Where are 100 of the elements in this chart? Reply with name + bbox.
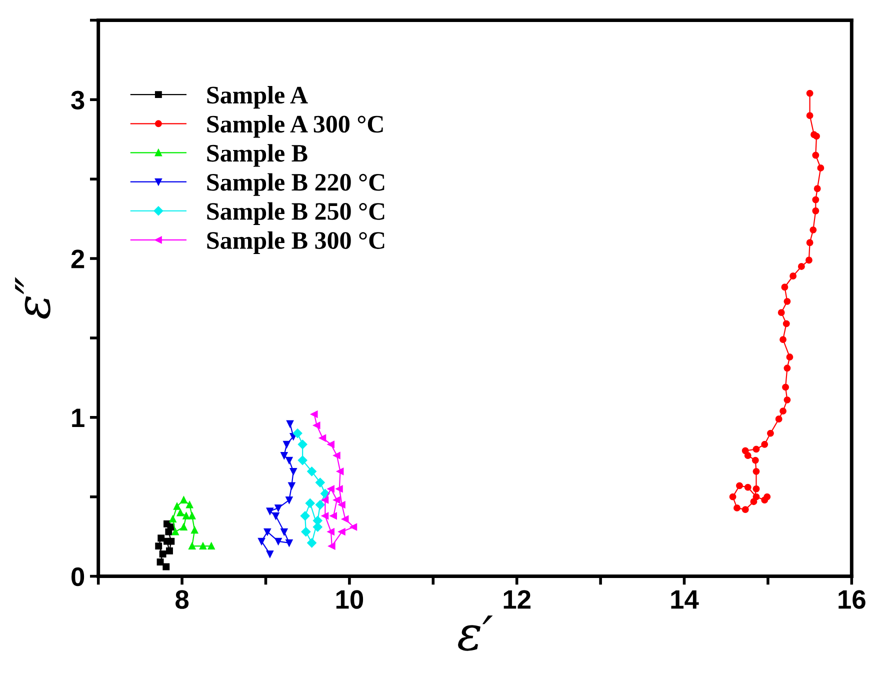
point — [328, 528, 334, 536]
point — [784, 396, 791, 404]
point — [812, 152, 820, 159]
point — [812, 196, 820, 204]
point — [298, 456, 308, 465]
point — [333, 496, 340, 504]
point — [752, 468, 760, 475]
point — [180, 524, 188, 530]
point — [729, 493, 736, 500]
point — [782, 384, 790, 391]
legend-label: Sample A 300 °C — [207, 115, 383, 138]
point — [330, 512, 338, 520]
point — [316, 500, 325, 510]
point — [752, 493, 760, 500]
point — [752, 456, 759, 464]
point — [798, 263, 805, 270]
legend-label: Sample B 250 °C — [207, 202, 384, 225]
point — [322, 512, 329, 520]
point — [806, 256, 812, 264]
point — [264, 528, 271, 536]
point — [744, 484, 752, 491]
x-tick-label: 8 — [176, 590, 189, 609]
point — [168, 538, 175, 545]
point — [266, 550, 274, 558]
point — [764, 493, 771, 500]
point — [208, 542, 215, 550]
point — [814, 185, 821, 192]
point — [176, 509, 184, 516]
point — [286, 539, 293, 546]
point — [790, 272, 797, 280]
point — [274, 504, 282, 512]
point — [786, 354, 794, 360]
point — [290, 468, 297, 475]
point — [188, 542, 196, 550]
point — [742, 506, 749, 514]
point — [286, 496, 293, 504]
x-tick-label: 14 — [671, 590, 699, 609]
point — [782, 320, 790, 328]
point — [188, 512, 196, 520]
y-tick-label: 1 — [72, 408, 84, 427]
point — [350, 524, 358, 530]
point — [159, 550, 166, 558]
point — [336, 468, 344, 475]
y-tick-label: 0 — [72, 567, 84, 586]
point — [307, 466, 316, 476]
point — [180, 496, 188, 504]
point — [313, 522, 322, 532]
point — [286, 420, 294, 428]
point — [155, 542, 162, 550]
point — [307, 538, 316, 548]
point — [156, 558, 164, 566]
point — [274, 538, 282, 545]
point — [778, 309, 785, 316]
x-tick-label: 12 — [504, 590, 530, 609]
point — [784, 298, 791, 305]
point — [333, 452, 340, 459]
point — [172, 528, 179, 536]
point — [322, 496, 329, 504]
x-tick-label: 16 — [838, 590, 866, 609]
point — [784, 364, 791, 372]
legend-label: Sample B 300 °C — [207, 231, 384, 254]
point — [780, 336, 786, 344]
point — [310, 410, 318, 418]
point — [169, 516, 176, 523]
point — [191, 526, 198, 534]
legend-label: Sample A — [207, 86, 308, 109]
point — [258, 538, 266, 545]
point — [806, 90, 814, 97]
point — [806, 112, 814, 120]
point — [162, 563, 170, 570]
point — [158, 534, 165, 542]
point — [328, 440, 334, 448]
point — [336, 485, 343, 492]
point — [736, 482, 743, 490]
point — [781, 284, 788, 291]
point — [780, 408, 786, 415]
x-axis-title: ε′ — [458, 616, 493, 651]
point — [316, 478, 325, 488]
point — [817, 164, 824, 172]
point — [320, 489, 330, 498]
point — [319, 434, 326, 442]
point — [342, 516, 349, 523]
point — [761, 440, 768, 448]
point — [766, 430, 774, 437]
point — [806, 239, 814, 246]
point — [305, 498, 315, 508]
point — [338, 528, 346, 536]
point — [313, 422, 320, 429]
point — [742, 447, 749, 454]
point — [734, 504, 740, 512]
point — [280, 452, 288, 459]
point — [174, 502, 180, 510]
point — [328, 485, 334, 492]
point — [182, 512, 190, 520]
point — [752, 485, 760, 492]
point — [280, 528, 288, 536]
point — [813, 132, 820, 140]
point — [298, 440, 308, 450]
point — [292, 428, 302, 438]
point — [166, 547, 173, 554]
